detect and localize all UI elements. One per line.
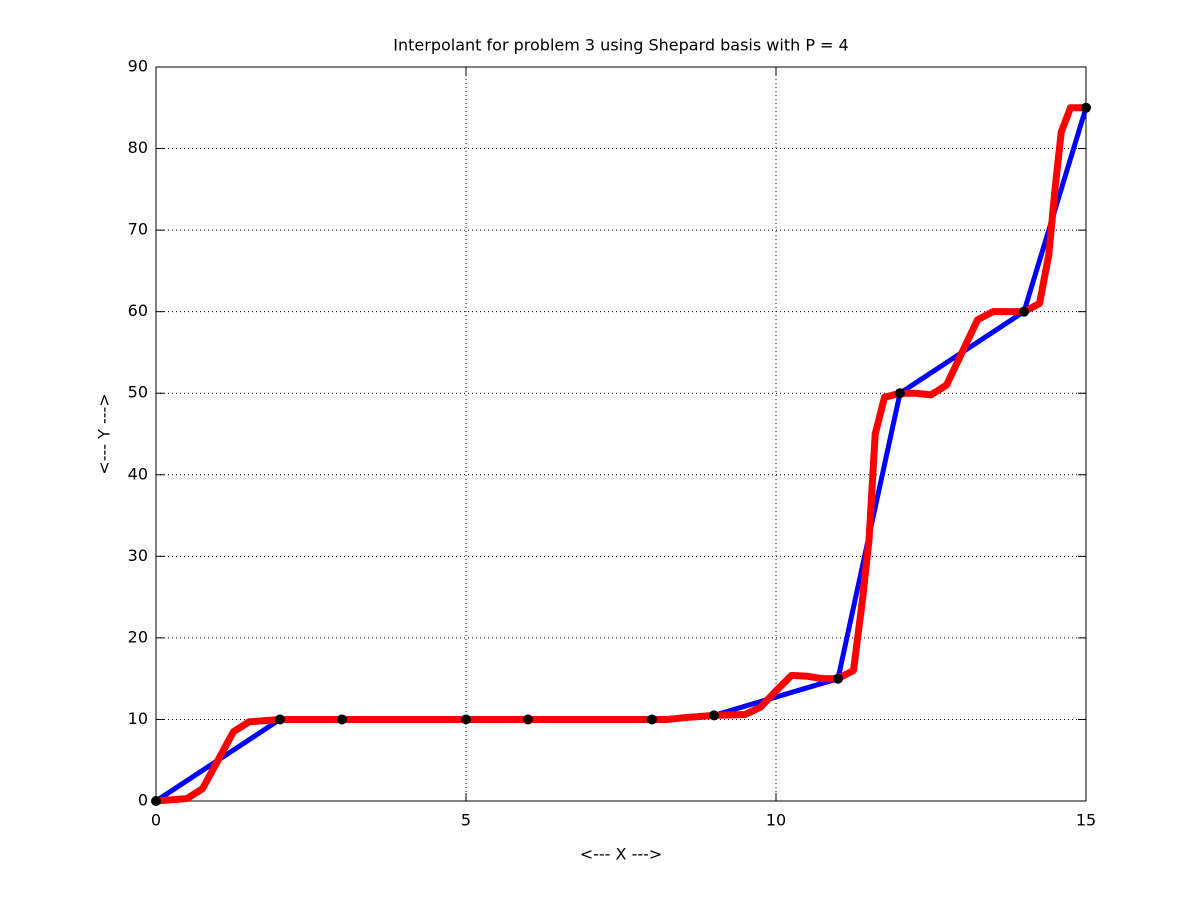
plot-frame: [155, 66, 1087, 802]
y-tick-label: 90: [128, 57, 148, 76]
data-point: [833, 673, 843, 684]
y-tick-label: 10: [128, 709, 148, 728]
y-tick-label: 0: [138, 791, 148, 810]
data-point: [895, 388, 905, 399]
data-point: [151, 796, 161, 806]
x-tick-label: 0: [151, 811, 161, 830]
data-point: [1019, 306, 1029, 317]
y-tick-label: 80: [128, 138, 148, 157]
data-point: [337, 714, 347, 725]
y-tick-label: 20: [128, 627, 148, 646]
data-point: [1081, 102, 1091, 113]
x-axis-label: <--- X --->: [580, 845, 663, 864]
y-tick-label: 40: [128, 464, 148, 483]
y-axis-label: <--- Y --->: [95, 393, 114, 474]
data-point: [461, 714, 471, 725]
data-point: [709, 710, 719, 721]
data-point: [523, 714, 533, 725]
data-point: [275, 714, 285, 725]
x-tick-label: 15: [1076, 811, 1096, 830]
y-tick-label: 60: [128, 301, 148, 320]
x-tick-label: 5: [461, 811, 471, 830]
y-tick-label: 50: [128, 383, 148, 402]
data-point: [647, 714, 657, 725]
chart-title: Interpolant for problem 3 using Shepard …: [393, 36, 848, 55]
y-tick-label: 70: [128, 220, 148, 239]
x-tick-label: 10: [766, 811, 786, 830]
y-tick-label: 30: [128, 546, 148, 565]
